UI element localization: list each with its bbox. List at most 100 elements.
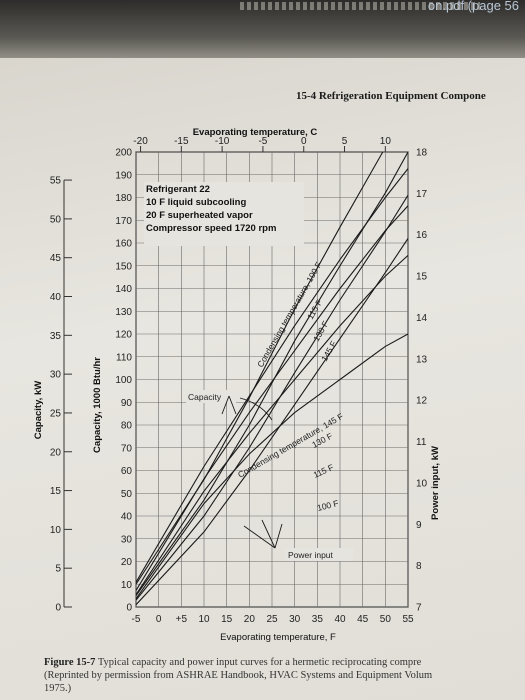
btu-tick-label: 20 [121, 557, 133, 568]
pow-label-100: 100 F [316, 498, 340, 513]
bottom-tick-label: +5 [176, 614, 188, 625]
btu-axis-ticks: 0 10 20 30 40 50 60 70 80 90 100 110 120 130 140 150 160… [115, 148, 132, 614]
top-tick-label: -5 [258, 136, 267, 147]
capacity-curve-115f [136, 152, 408, 596]
capacity-label: Capacity [188, 392, 222, 402]
bottom-tick-label: 45 [357, 614, 369, 625]
power-curve-100f [136, 333, 408, 600]
previous-page-strip: on.pdf (page 56 [0, 0, 525, 62]
btu-tick-label: 30 [121, 534, 133, 545]
power-axis-ticks: 7 8 9 10 11 12 13 14 15 16 17 18 [416, 148, 428, 614]
bottom-axis-ticks: -5 0 +5 10 15 20 25 30 35 40 45 50 55 [132, 614, 414, 625]
legend-superheat: 20 F superheated vapor [146, 210, 253, 221]
bottom-tick-label: 30 [289, 614, 301, 625]
btu-tick-label: 130 [115, 307, 132, 318]
bottom-tick-label: 35 [312, 614, 324, 625]
power-tick-label: 18 [416, 148, 428, 159]
btu-tick-label: 100 [115, 375, 132, 386]
cap-label-145: 145 F [319, 339, 339, 363]
page-header: 15-4 Refrigeration Equipment Compone [296, 90, 486, 102]
btu-tick-label: 90 [121, 398, 133, 409]
bottom-tick-label: -5 [132, 614, 141, 625]
kw-tick-label: 45 [50, 253, 62, 264]
capacity-label-bg [186, 390, 236, 403]
btu-tick-label: 70 [121, 443, 133, 454]
top-tick-label: -20 [133, 136, 148, 147]
kw-tick-label: 30 [50, 370, 62, 381]
kw-tick-label: 50 [50, 214, 62, 225]
power-axis-label: Power input, kW [430, 446, 441, 520]
caption-line-3: 1975.) [44, 683, 72, 694]
btu-tick-label: 190 [115, 170, 132, 181]
power-input-label: Power input [288, 550, 334, 560]
btu-tick-label: 140 [115, 284, 132, 295]
bottom-tick-label: 25 [266, 614, 278, 625]
bottom-tick-label: 20 [244, 614, 256, 625]
caption-line-2: (Reprinted by permission from ASHRAE Han… [44, 670, 433, 681]
bottom-tick-label: 50 [380, 614, 392, 625]
bottom-tick-label: 15 [221, 614, 233, 625]
power-tick-label: 14 [416, 313, 428, 324]
power-label-bg [285, 548, 353, 561]
capacity-curve-145f [136, 238, 408, 606]
btu-tick-label: 60 [121, 466, 133, 477]
kw-axis-ticks: 0 5 10 15 20 25 30 35 40 45 50 55 [50, 176, 72, 614]
chart-curves [136, 152, 408, 606]
btu-tick-label: 160 [115, 239, 132, 250]
bottom-tick-label: 10 [198, 614, 210, 625]
bottom-axis-label: Evaporating temperature, F [220, 632, 336, 643]
kw-tick-label: 15 [50, 486, 62, 497]
power-tick-label: 8 [416, 561, 422, 572]
pdf-page-label: on.pdf (page 56 [427, 0, 519, 13]
capacity-curve-130f [136, 194, 408, 601]
caption-line-1: Typical capacity and power input curves … [97, 657, 422, 668]
top-tick-label: 0 [301, 136, 307, 147]
top-axis-ticks: -20 -15 -10 -5 0 5 10 [133, 136, 391, 152]
kw-tick-label: 55 [50, 176, 62, 187]
power-curve-130f [136, 205, 408, 591]
btu-tick-label: 180 [115, 193, 132, 204]
capacity-callout [221, 395, 273, 421]
power-tick-label: 9 [416, 520, 422, 531]
kw-tick-label: 25 [50, 408, 62, 419]
power-curve-145f [136, 168, 408, 583]
cap-label-115: 115 F [305, 298, 324, 321]
power-tick-label: 12 [416, 396, 428, 407]
legend-background [144, 182, 304, 246]
bottom-tick-label: 0 [156, 614, 162, 625]
btu-tick-label: 150 [115, 261, 132, 272]
kw-tick-label: 40 [50, 292, 62, 303]
figure-caption: Figure 15-7 Typical capacity and power i… [44, 656, 524, 695]
top-tick-label: 5 [342, 136, 348, 147]
top-tick-label: 10 [380, 136, 392, 147]
top-tick-label: -10 [215, 136, 230, 147]
legend-refrigerant: Refrigerant 22 [146, 184, 210, 195]
top-axis-label: Evaporating temperature, C [193, 127, 318, 138]
power-tick-label: 17 [416, 189, 428, 200]
chart-legend [144, 182, 304, 246]
book-page [0, 58, 525, 700]
btu-tick-label: 80 [121, 421, 133, 432]
power-tick-label: 10 [416, 478, 428, 489]
power-tick-label: 13 [416, 354, 428, 365]
kw-tick-label: 5 [55, 564, 61, 575]
legend-subcooling: 10 F liquid subcooling [146, 197, 246, 208]
btu-tick-label: 110 [116, 352, 132, 363]
blurred-text-line [240, 2, 480, 10]
power-tick-label: 11 [416, 437, 427, 448]
bottom-tick-label: 40 [334, 614, 346, 625]
kw-tick-label: 35 [50, 331, 62, 342]
btu-tick-label: 170 [115, 216, 132, 227]
btu-tick-label: 10 [121, 580, 133, 591]
btu-tick-label: 200 [115, 148, 132, 159]
bottom-tick-label: 55 [402, 614, 414, 625]
legend-speed: Compressor speed 1720 rpm [146, 223, 276, 234]
chart-grid [135, 151, 409, 608]
kw-tick-label: 0 [55, 603, 61, 614]
btu-tick-label: 50 [121, 489, 133, 500]
btu-axis-label: Capacity, 1000 Btu/hr [92, 357, 103, 453]
power-callout [243, 519, 283, 549]
top-tick-label: -15 [174, 136, 189, 147]
power-curve-115f [136, 255, 408, 595]
